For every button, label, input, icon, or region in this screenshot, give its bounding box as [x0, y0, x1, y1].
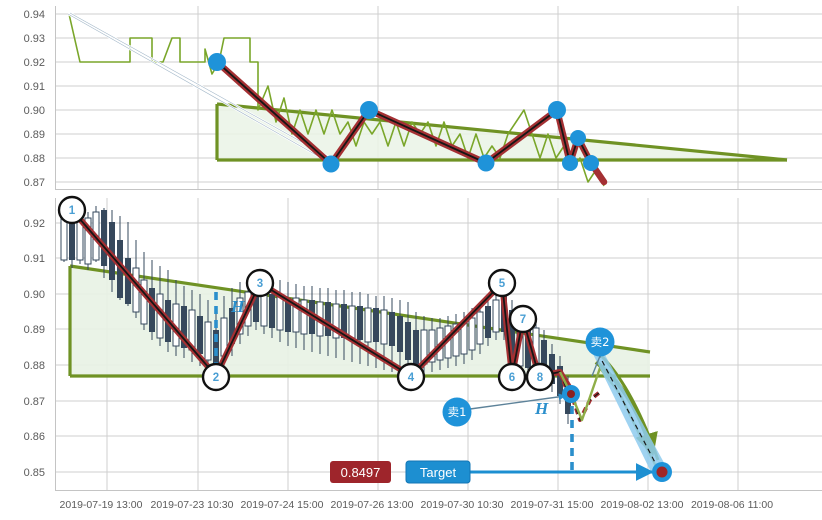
xtick-5: 2019-07-31 15:00	[511, 499, 594, 511]
h-label-left: H	[230, 297, 245, 316]
pivot-label-1: 1	[69, 205, 76, 217]
target-box-label: Target	[420, 465, 457, 480]
upper-price-line	[68, 13, 605, 187]
upper-ytick-7: 0.87	[24, 177, 45, 189]
pivot-label-4: 4	[408, 372, 415, 384]
upper-pivot-dot-5[interactable]	[548, 101, 566, 119]
upper-arrow-line-b	[69, 12, 335, 161]
sell1-label: 卖1	[448, 405, 467, 419]
sell2-marker[interactable]: 卖2	[585, 327, 615, 357]
xtick-2: 2019-07-24 15:00	[241, 499, 324, 511]
upper-ytick-6: 0.88	[24, 153, 45, 165]
blue-projection-arrow	[592, 352, 668, 474]
sell1-marker[interactable]: 卖1	[442, 397, 472, 427]
lower-ytick-5: 0.87	[24, 396, 45, 408]
lower-ytick-7: 0.85	[24, 467, 45, 479]
pivot-label-5: 5	[499, 278, 506, 290]
pivot-label-7: 7	[520, 314, 526, 326]
pivot-marker-4[interactable]: 4	[396, 362, 426, 392]
pivot-marker-7[interactable]: 7	[508, 304, 538, 334]
pivot-label-6: 6	[509, 372, 515, 384]
h-label-right: H	[534, 399, 549, 418]
upper-ytick-5: 0.89	[24, 129, 45, 141]
sell-entry-dot-core	[567, 390, 575, 398]
upper-pivot-dot-6[interactable]	[562, 155, 578, 171]
blue-projection-arrow-core	[597, 352, 661, 473]
pivot-label-8: 8	[537, 372, 544, 384]
upper-wedge-upper-trendline	[216, 102, 788, 162]
upper-ytick-0: 0.94	[24, 9, 45, 21]
xtick-4: 2019-07-30 10:30	[421, 499, 504, 511]
sell2-badge[interactable]	[585, 327, 615, 357]
lower-ytick-4: 0.88	[24, 360, 45, 372]
upper-pivot-dot-7[interactable]	[570, 130, 586, 146]
upper-pivot-dot-3[interactable]	[360, 101, 378, 119]
pivot-marker-5[interactable]: 5	[487, 268, 517, 298]
upper-pivot-dot-8[interactable]	[583, 155, 599, 171]
upper-ytick-1: 0.93	[24, 33, 45, 45]
pivot-marker-8[interactable]: 8	[525, 362, 555, 392]
upper-pivot-dot-1[interactable]	[208, 53, 226, 71]
upper-y-axis-labels: 0.94 0.93 0.92 0.91 0.90 0.89 0.88 0.87	[24, 9, 45, 189]
pivot-marker-2[interactable]: 2	[201, 362, 231, 392]
h-measure-right: H	[534, 392, 574, 472]
xtick-3: 2019-07-26 13:00	[331, 499, 414, 511]
upper-pivot-markers	[208, 53, 599, 173]
lower-pivot-markers: 1 2 3 4 5	[57, 195, 555, 392]
target-bullseye-inner	[656, 466, 668, 478]
pivot-marker-1[interactable]: 1	[57, 195, 87, 225]
lower-ytick-6: 0.86	[24, 431, 45, 443]
upper-ytick-4: 0.90	[24, 105, 45, 117]
lower-ytick-3: 0.89	[24, 324, 45, 336]
upper-ytick-3: 0.91	[24, 81, 45, 93]
xtick-7: 2019-08-06 11:00	[691, 499, 773, 511]
lower-y-axis-labels: 0.92 0.91 0.90 0.89 0.88 0.87 0.86 0.85	[24, 218, 45, 479]
pivot-label-3: 3	[257, 278, 263, 290]
sell1-badge[interactable]	[442, 397, 472, 427]
xtick-6: 2019-08-02 13:00	[601, 499, 684, 511]
upper-ytick-2: 0.92	[24, 57, 45, 69]
lower-ytick-0: 0.92	[24, 218, 45, 230]
xtick-0: 2019-07-19 13:00	[60, 499, 143, 511]
lower-ytick-2: 0.90	[24, 289, 45, 301]
upper-pivot-dot-4[interactable]	[477, 154, 495, 172]
lower-ytick-1: 0.91	[24, 253, 45, 265]
target-box[interactable]: Target	[405, 460, 471, 484]
projected-price-path-core	[559, 371, 601, 422]
pivot-marker-6[interactable]: 6	[497, 362, 527, 392]
sell1-connector-line	[469, 393, 566, 410]
xtick-1: 2019-07-23 10:30	[151, 499, 234, 511]
sell2-label: 卖2	[591, 335, 610, 349]
price-value-box[interactable]: 0.8497	[330, 461, 391, 483]
upper-pivot-dot-2[interactable]	[322, 155, 340, 173]
lower-panel: 0.92 0.91 0.90 0.89 0.88 0.87 0.86 0.85	[24, 195, 822, 491]
pivot-label-2: 2	[213, 372, 219, 384]
pivot-marker-3[interactable]: 3	[245, 268, 275, 298]
upper-panel: 0.94 0.93 0.92 0.91 0.90 0.89 0.88 0.87	[24, 6, 822, 190]
price-value-label: 0.8497	[341, 465, 381, 480]
upper-arrow-line-a	[67, 13, 332, 164]
sell2-connector-line	[591, 355, 601, 377]
x-axis-labels: 2019-07-19 13:00 2019-07-23 10:30 2019-0…	[60, 499, 774, 511]
